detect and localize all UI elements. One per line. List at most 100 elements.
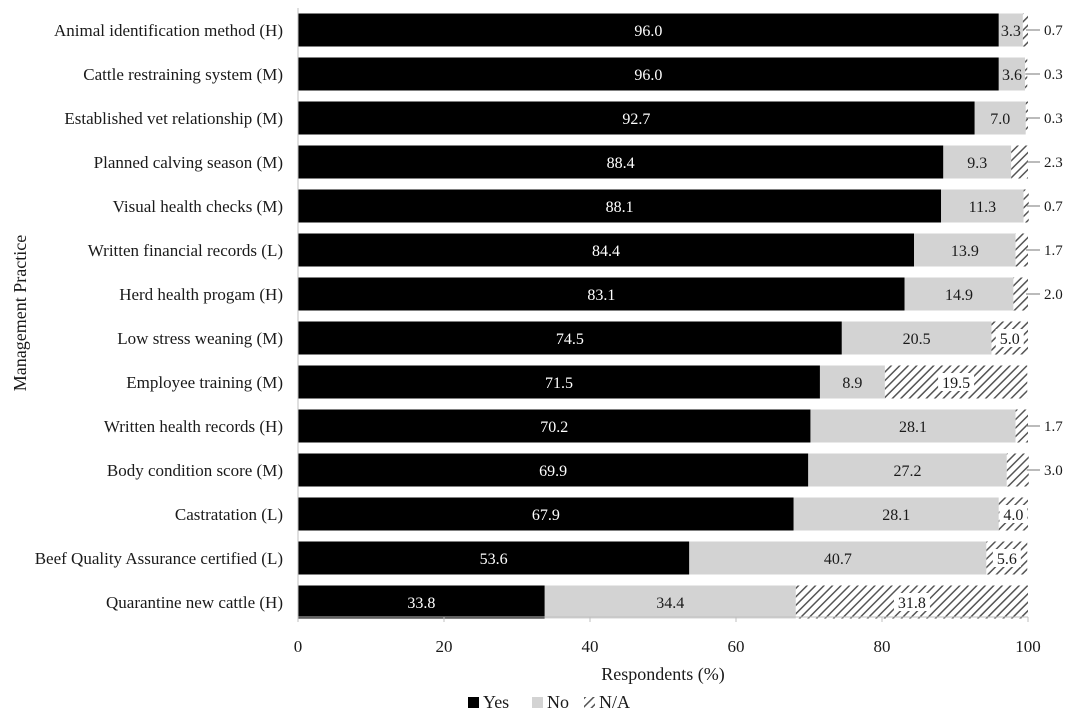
bar-yes (298, 541, 690, 575)
value-label-yes: 74.5 (556, 331, 584, 348)
x-tick-labels: 0 20 40 60 80 100 (294, 617, 1041, 656)
value-label-no: 7.0 (990, 111, 1010, 128)
y-axis-title: Management Practice (10, 235, 30, 391)
value-label-yes: 88.1 (606, 199, 634, 216)
legend-swatch-yes (468, 697, 479, 708)
value-label-no: 3.6 (1002, 67, 1022, 84)
bar-yes (298, 497, 794, 531)
bar-na (1011, 145, 1028, 179)
bar-no (998, 13, 1023, 47)
value-label-no: 34.4 (656, 595, 684, 612)
bar-yes (298, 145, 944, 179)
x-tick-label: 100 (1015, 637, 1041, 656)
value-label-yes: 33.8 (407, 595, 435, 612)
value-label-yes: 70.2 (540, 419, 568, 436)
category-label: Animal identification method (H) (54, 21, 283, 40)
value-label-na: 0.3 (1044, 67, 1063, 83)
bar-no (941, 189, 1024, 223)
x-tick-label: 40 (582, 637, 599, 656)
value-label-yes: 96.0 (634, 23, 662, 40)
bar-yes (298, 409, 811, 443)
value-label-na: 5.6 (997, 551, 1017, 568)
value-label-na: 31.8 (898, 595, 926, 612)
value-label-yes: 83.1 (587, 287, 615, 304)
value-labels: 96.0 3.3 0.7 96.0 3.6 0.3 92.7 7.0 0.3 88.4 9.3 2.3… (407, 23, 1063, 612)
category-label: Visual health checks (M) (113, 197, 283, 216)
value-label-na: 0.3 (1044, 111, 1063, 127)
value-label-no: 11.3 (969, 199, 996, 216)
x-tick-label: 80 (874, 637, 891, 656)
legend-label-no: No (547, 692, 569, 712)
category-label: Quarantine new cattle (H) (106, 593, 283, 612)
value-label-yes: 69.9 (539, 463, 567, 480)
category-label: Written financial records (L) (88, 241, 283, 260)
x-tick-label: 60 (728, 637, 745, 656)
value-label-na: 0.7 (1044, 23, 1063, 39)
x-axis-title: Respondents (%) (601, 664, 724, 685)
legend-label-yes: Yes (483, 692, 509, 712)
bar-yes (298, 233, 915, 267)
bar-yes (298, 13, 999, 47)
bar-na (1023, 189, 1029, 223)
label-backdrop (992, 549, 1021, 567)
value-label-yes: 84.4 (592, 243, 620, 260)
label-backdrop (938, 373, 975, 391)
value-label-yes: 96.0 (634, 67, 662, 84)
legend-swatch-na (584, 697, 595, 708)
category-label: Established vet relationship (M) (64, 109, 283, 128)
value-label-no: 20.5 (903, 331, 931, 348)
value-label-no: 3.3 (1001, 23, 1021, 40)
value-label-no: 28.1 (899, 419, 927, 436)
value-label-na: 1.7 (1044, 243, 1063, 259)
bar-no (841, 321, 992, 355)
value-label-na: 5.0 (1000, 331, 1020, 348)
bars-group (298, 13, 1029, 619)
value-label-no: 40.7 (824, 551, 852, 568)
bar-no (914, 233, 1016, 267)
value-label-yes: 71.5 (545, 375, 573, 392)
bar-yes (298, 365, 820, 399)
category-label: Written health records (H) (104, 417, 283, 436)
bar-yes (298, 321, 842, 355)
bar-no (904, 277, 1014, 311)
x-tick-label: 20 (436, 637, 453, 656)
bar-na (1006, 453, 1029, 487)
bar-na (1015, 233, 1028, 267)
x-tick-label: 0 (294, 637, 303, 656)
bar-na (1015, 409, 1028, 443)
legend: Yes No N/A (468, 692, 630, 712)
bar-na (1022, 13, 1028, 47)
category-label: Body condition score (M) (107, 461, 283, 480)
value-label-no: 28.1 (882, 507, 910, 524)
value-label-no: 8.9 (842, 375, 862, 392)
bar-no (974, 101, 1026, 135)
bar-no (819, 365, 885, 399)
category-label: Herd health progam (H) (119, 285, 283, 304)
bar-no (998, 57, 1026, 91)
category-labels: Animal identification method (H) Cattle r… (35, 21, 283, 612)
bar-no (689, 541, 987, 575)
value-label-yes: 92.7 (622, 111, 650, 128)
bar-yes (298, 101, 975, 135)
bar-no (544, 585, 796, 619)
value-label-yes: 88.4 (607, 155, 635, 172)
bar-no (808, 453, 1007, 487)
value-label-na: 2.3 (1044, 155, 1063, 171)
bar-na (1013, 277, 1028, 311)
value-label-na: 2.0 (1044, 287, 1063, 303)
bar-no (810, 409, 1016, 443)
value-label-na: 4.0 (1003, 507, 1023, 524)
value-label-na: 0.7 (1044, 199, 1063, 215)
value-label-yes: 67.9 (532, 507, 560, 524)
category-label: Castratation (L) (175, 505, 283, 524)
bar-yes (298, 57, 999, 91)
category-label: Cattle restraining system (M) (83, 65, 283, 84)
bar-yes (298, 189, 942, 223)
value-label-no: 9.3 (967, 155, 987, 172)
category-label: Employee training (M) (126, 373, 283, 392)
value-label-na: 1.7 (1044, 419, 1063, 435)
bar-no (943, 145, 1012, 179)
category-label: Planned calving season (M) (94, 153, 283, 172)
legend-label-na: N/A (599, 692, 630, 712)
